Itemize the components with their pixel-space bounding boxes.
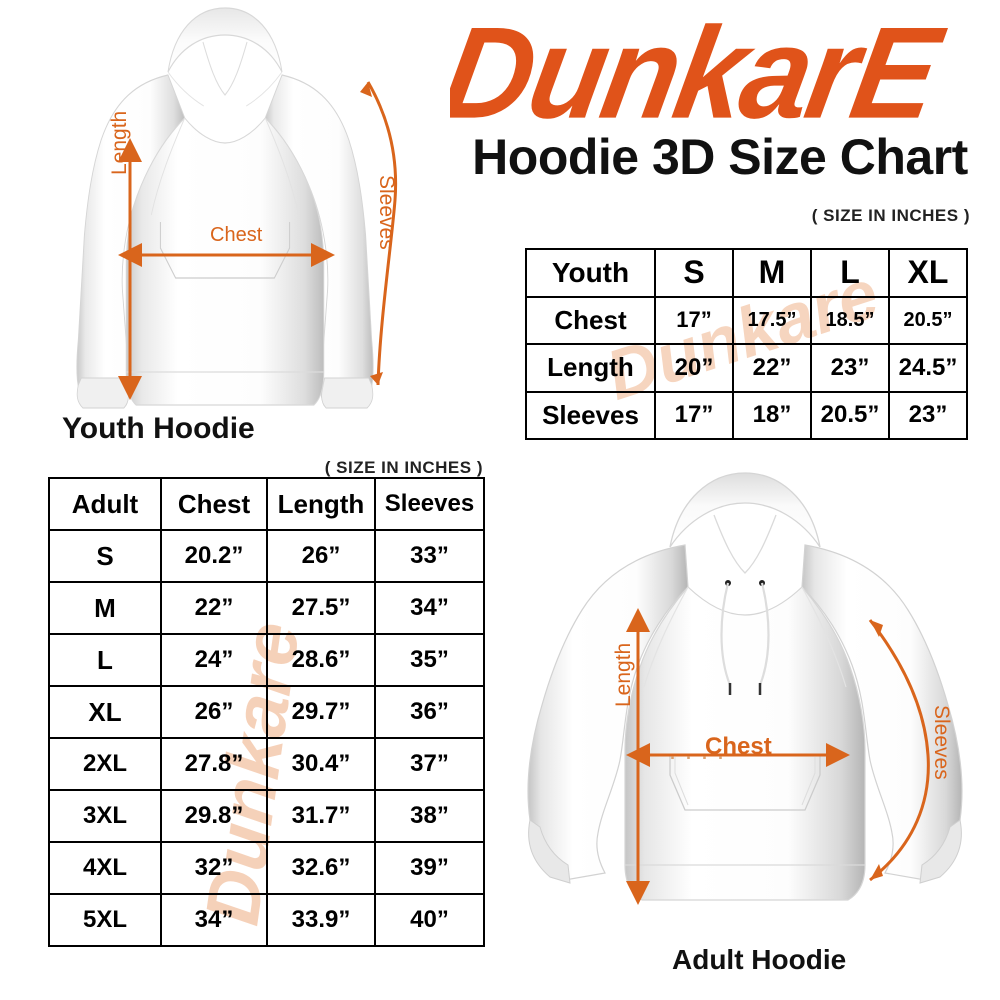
svg-text:DunkarE: DunkarE (450, 1, 953, 140)
